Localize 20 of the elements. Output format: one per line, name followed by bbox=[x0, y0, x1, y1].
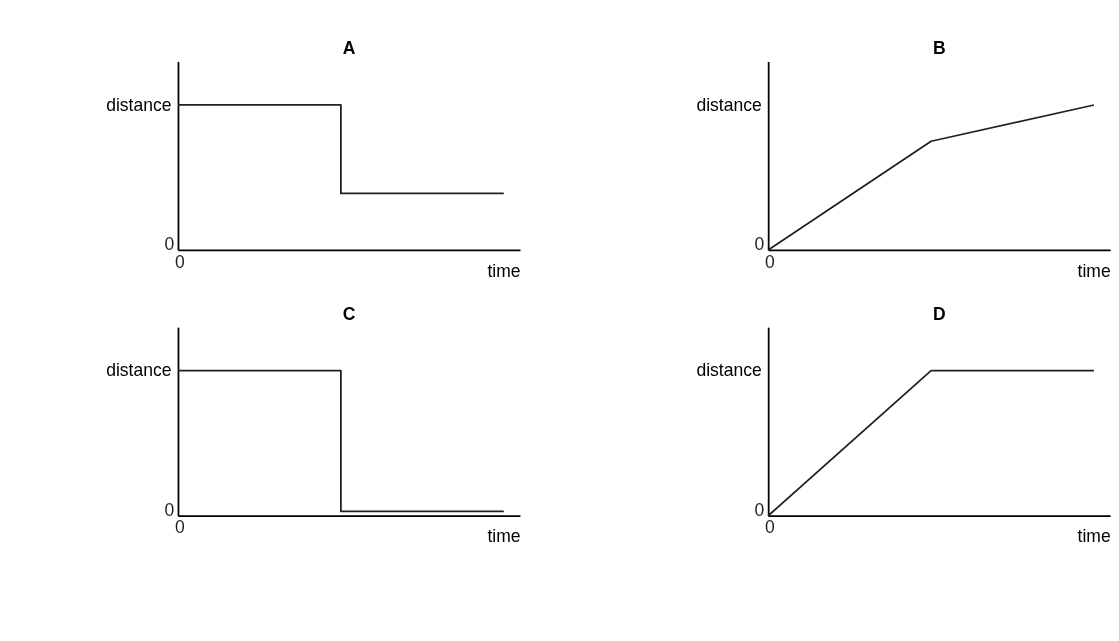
y-axis-title: distance bbox=[696, 360, 762, 381]
y-axis-title: distance bbox=[696, 94, 762, 115]
y-axis-title: distance bbox=[106, 94, 172, 115]
text: 0 bbox=[174, 517, 185, 538]
x-axis-title: time bbox=[487, 260, 521, 281]
text: 0 bbox=[765, 517, 776, 538]
text: 0 bbox=[754, 234, 765, 255]
x-axis-title: time bbox=[1077, 260, 1111, 281]
text: 0 bbox=[765, 251, 776, 272]
text: 0 bbox=[164, 499, 175, 520]
chart-title: B bbox=[932, 38, 946, 59]
text: 0 bbox=[164, 234, 175, 255]
y-axis-title: distance bbox=[106, 360, 172, 381]
x-axis-title: time bbox=[1077, 526, 1111, 547]
text: 0 bbox=[754, 499, 765, 520]
text: 0 bbox=[174, 251, 185, 272]
x-axis-title: time bbox=[487, 526, 521, 547]
chart-title: D bbox=[932, 304, 946, 325]
chart-title: A bbox=[342, 38, 356, 59]
chart-title: C bbox=[342, 304, 356, 325]
